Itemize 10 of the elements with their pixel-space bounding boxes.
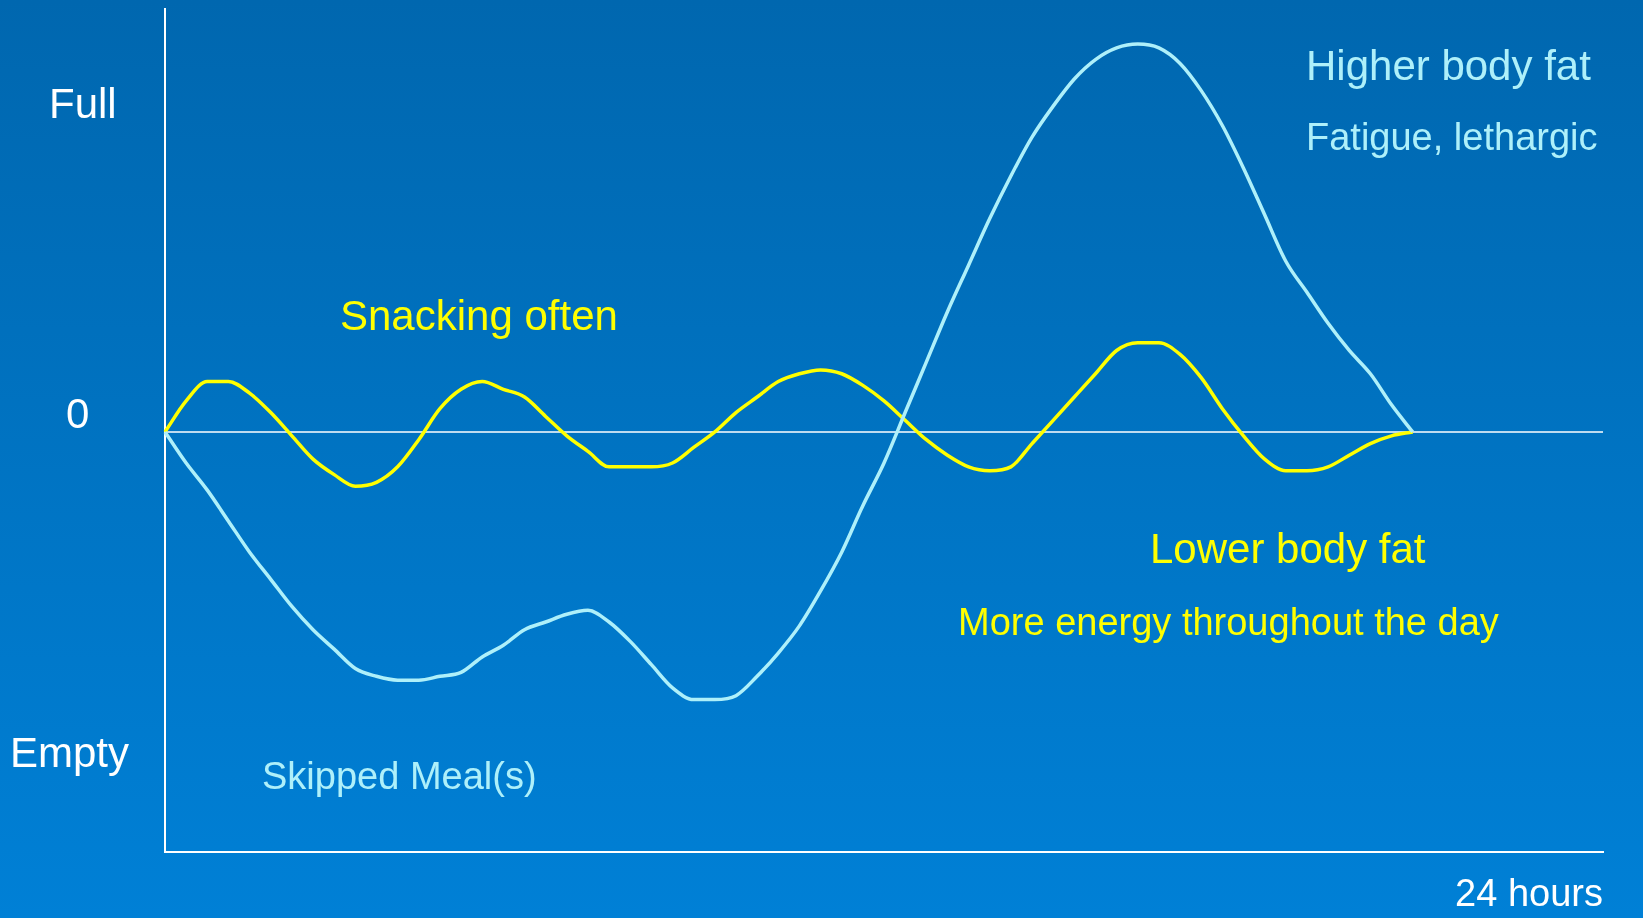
annotation: Fatigue, lethargic xyxy=(1306,116,1598,159)
text: Skipped Meal(s) xyxy=(262,755,537,798)
text: 0 xyxy=(66,389,90,437)
x-axis-title: 24 hours xyxy=(1455,871,1603,914)
annotation: More energy throughout the day xyxy=(958,601,1499,644)
series-label: Snacking often xyxy=(340,291,618,339)
text: Empty xyxy=(10,728,130,776)
annotation: Lower body fat xyxy=(1150,524,1426,572)
annotation: Higher body fat xyxy=(1306,41,1592,89)
text: Full xyxy=(49,79,117,127)
